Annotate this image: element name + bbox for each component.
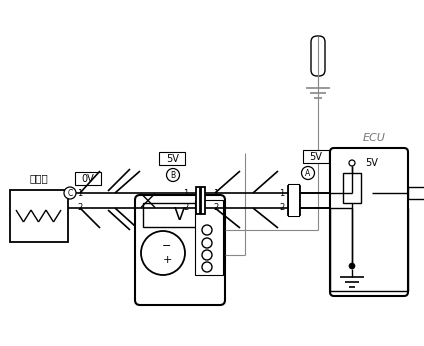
Text: 1: 1 xyxy=(183,189,189,198)
Text: −: − xyxy=(162,241,172,251)
Circle shape xyxy=(349,160,355,166)
Text: 2: 2 xyxy=(77,203,83,212)
Text: 1: 1 xyxy=(213,189,219,198)
Text: 1: 1 xyxy=(279,189,285,198)
Circle shape xyxy=(349,263,355,269)
Circle shape xyxy=(141,231,185,275)
FancyBboxPatch shape xyxy=(135,195,225,305)
Bar xyxy=(10,190,68,242)
Bar xyxy=(159,152,185,165)
Text: C: C xyxy=(67,189,73,198)
Text: 5V: 5V xyxy=(365,158,379,168)
Text: 2: 2 xyxy=(183,203,189,212)
Bar xyxy=(289,185,299,216)
Bar xyxy=(75,172,101,185)
Circle shape xyxy=(202,262,212,272)
Bar xyxy=(343,173,361,203)
Text: ECU: ECU xyxy=(363,133,385,143)
FancyBboxPatch shape xyxy=(311,36,325,76)
Circle shape xyxy=(301,166,315,180)
Text: 5V: 5V xyxy=(310,152,322,162)
Bar xyxy=(408,187,424,199)
Text: 传动器: 传动器 xyxy=(30,173,48,183)
Circle shape xyxy=(64,187,76,199)
Text: 1: 1 xyxy=(77,189,83,198)
Text: +: + xyxy=(162,255,172,265)
Bar xyxy=(143,203,217,227)
Bar xyxy=(288,186,300,215)
Bar xyxy=(196,187,200,214)
Bar xyxy=(289,185,299,216)
Text: A: A xyxy=(305,169,311,177)
Text: V: V xyxy=(174,206,186,224)
Circle shape xyxy=(202,225,212,235)
Bar xyxy=(201,187,205,214)
Bar xyxy=(303,150,329,163)
Text: 0V: 0V xyxy=(82,173,95,183)
Text: 5V: 5V xyxy=(167,154,179,164)
Circle shape xyxy=(167,169,179,182)
Circle shape xyxy=(202,238,212,248)
Circle shape xyxy=(202,250,212,260)
Text: 2: 2 xyxy=(279,203,285,212)
Text: 2: 2 xyxy=(213,203,219,212)
Text: B: B xyxy=(170,171,176,180)
Bar xyxy=(195,200,223,275)
FancyBboxPatch shape xyxy=(330,148,408,296)
